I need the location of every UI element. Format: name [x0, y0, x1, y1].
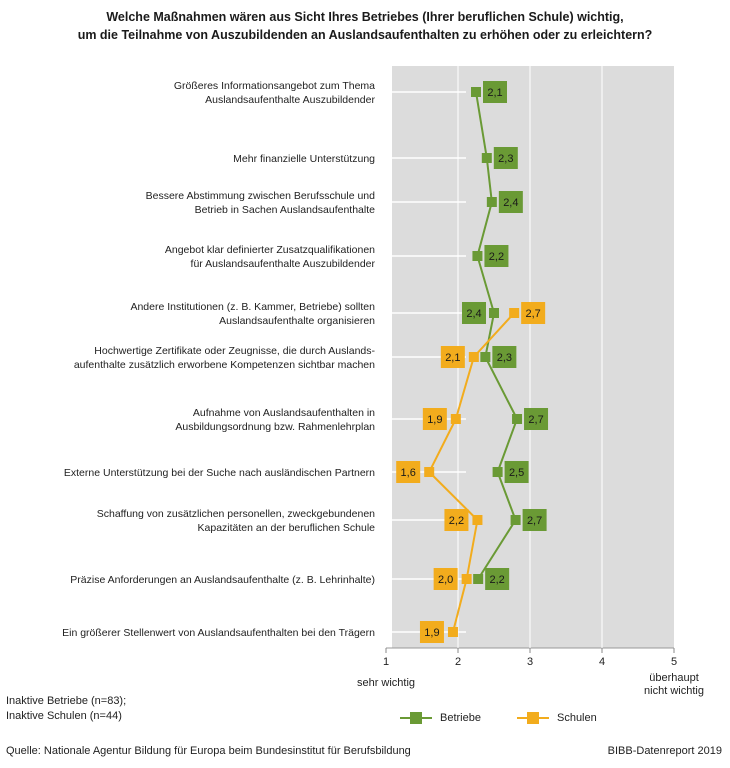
legend-label-schulen: Schulen: [556, 712, 597, 724]
x-tick-label: 4: [599, 656, 605, 668]
category-label: Auslandsaufenthalte organisieren: [219, 315, 375, 327]
value-label-box: [524, 408, 549, 430]
value-label: 2,3: [497, 352, 512, 364]
category-label: Kapazitäten an der beruflichen Schule: [198, 522, 376, 534]
value-label: 2,5: [509, 467, 524, 479]
value-label-box: [422, 408, 447, 430]
category-label: Größeres Informationsangebot zum Thema: [174, 80, 375, 92]
data-marker: [461, 574, 472, 584]
x-tick-label: 1: [383, 656, 389, 668]
value-label: 2,3: [498, 153, 513, 165]
category-label: Schaffung von zusätzlichen personellen, …: [97, 508, 375, 520]
value-label: 2,7: [528, 414, 543, 426]
value-label: 2,1: [445, 352, 460, 364]
value-label: 2,2: [449, 515, 464, 527]
category-label: Betrieb in Sachen Auslandsaufenthalte: [195, 204, 376, 216]
value-label-box: [419, 621, 444, 643]
x-axis-high-label-line2: nicht wichtig: [644, 685, 704, 697]
data-marker: [486, 197, 497, 207]
x-axis-low-label: sehr wichtig: [357, 677, 415, 689]
category-label: Ein größerer Stellenwert von Auslandsauf…: [62, 627, 375, 639]
category-label: Bessere Abstimmung zwischen Berufsschule…: [146, 190, 376, 202]
value-label: 2,0: [438, 574, 453, 586]
value-label-box: [444, 509, 469, 531]
credit-note: BIBB-Datenreport 2019: [607, 745, 722, 757]
value-label: 2,4: [466, 308, 481, 320]
value-label-box: [498, 191, 523, 213]
data-marker: [492, 467, 503, 477]
chart-title-line-2: um die Teilnahme von Auszubildenden an A…: [77, 28, 653, 42]
legend-label-betriebe: Betriebe: [440, 712, 481, 724]
chart-title: Welche Maßnahmen wären aus Sicht Ihres B…: [0, 8, 730, 44]
series-line-betriebe: [475, 91, 519, 580]
data-marker: [468, 352, 479, 362]
data-marker: [447, 627, 458, 637]
value-label-box: [440, 346, 465, 368]
value-label: 2,1: [487, 87, 502, 99]
x-tick-label: 2: [455, 656, 461, 668]
value-label-box: [462, 302, 486, 324]
data-marker: [450, 414, 461, 424]
category-label: Präzise Anforderungen an Auslandsaufenth…: [70, 574, 375, 586]
value-label-box: [485, 568, 510, 590]
data-marker: [512, 414, 523, 424]
value-label: 2,7: [527, 515, 542, 527]
value-label-box: [522, 509, 547, 531]
value-label-box: [492, 346, 517, 368]
value-label-box: [483, 81, 507, 103]
data-marker: [472, 251, 483, 261]
sample-note-schulen: Inaktive Schulen (n=44): [6, 710, 122, 722]
x-tick-label: 3: [527, 656, 533, 668]
category-label: Angebot klar definierter Zusatzqualifika…: [165, 244, 375, 256]
value-label: 2,2: [490, 574, 505, 586]
data-marker: [509, 308, 520, 318]
data-marker: [510, 515, 521, 525]
value-label: 1,9: [427, 414, 442, 426]
chart-title-line-1: Welche Maßnahmen wären aus Sicht Ihres B…: [106, 10, 624, 24]
value-label: 2,4: [503, 197, 518, 209]
legend: Betriebe Schulen: [400, 712, 597, 724]
legend-item-betriebe: Betriebe: [400, 712, 481, 724]
data-marker: [480, 352, 491, 362]
legend-swatch-betriebe: [400, 712, 432, 724]
category-label: Hochwertige Zertifikate oder Zeugnisse, …: [94, 345, 375, 357]
value-label-box: [484, 245, 509, 267]
category-label: Auslandsaufenthalte Auszubildender: [205, 94, 375, 106]
category-label: aufenthalte zusätzlich erworbene Kompete…: [74, 359, 375, 371]
category-label: Mehr finanzielle Unterstützung: [233, 153, 375, 165]
data-marker: [489, 308, 499, 318]
value-label-box: [493, 147, 518, 169]
data-marker: [472, 515, 483, 525]
legend-swatch-schulen: [516, 712, 549, 724]
value-label-box: [504, 461, 529, 483]
value-label-box: [396, 461, 421, 483]
category-label: Aufnahme von Auslandsaufenthalten in: [193, 407, 375, 419]
value-label-box: [521, 302, 546, 324]
sample-note-betriebe: Inaktive Betriebe (n=83);: [6, 695, 127, 707]
sample-notes: Inaktive Betriebe (n=83); Inaktive Schul…: [6, 694, 126, 724]
data-marker: [424, 467, 435, 477]
source-note: Quelle: Nationale Agentur Bildung für Eu…: [6, 745, 411, 757]
x-axis-high-label-line1: überhaupt: [649, 672, 699, 684]
value-label: 1,9: [424, 627, 439, 639]
value-label: 2,2: [489, 251, 504, 263]
value-label: 1,6: [401, 467, 416, 479]
data-marker: [481, 153, 492, 163]
value-label: 2,7: [526, 308, 541, 320]
value-label-box: [433, 568, 458, 590]
category-label: für Auslandsaufenthalte Auszubildender: [191, 258, 376, 270]
category-label: Andere Institutionen (z. B. Kammer, Betr…: [130, 301, 375, 313]
data-marker: [473, 574, 484, 584]
legend-item-schulen: Schulen: [516, 712, 597, 724]
data-marker: [471, 87, 481, 97]
category-label: Externe Unterstützung bei der Suche nach…: [64, 467, 375, 479]
x-tick-label: 5: [671, 656, 677, 668]
category-label: Ausbildungsordnung bzw. Rahmenlehrplan: [175, 421, 375, 433]
